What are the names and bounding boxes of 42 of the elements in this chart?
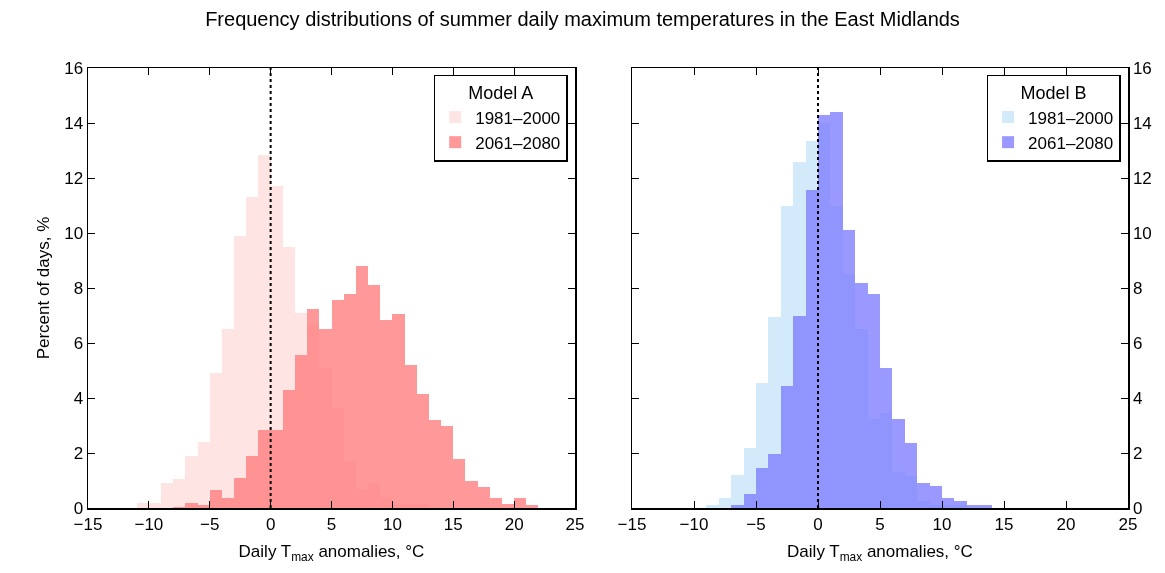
y-tick-label: 4 [73,388,84,408]
y-tick-label: 2 [1132,443,1143,463]
x-tick-label: 20 [1056,514,1076,534]
x-tick-label: 5 [875,514,885,534]
x-tick-label: 25 [565,514,585,534]
y-tick-label: 16 [64,58,84,78]
legend-label: 1981–2000 [475,108,561,128]
legend-title: Model B [1020,83,1087,104]
x-axis-title: Daily T$_{max}$ anomalies, °C [238,542,425,564]
x-tick-label: −5 [200,514,220,534]
x-tick-label: 5 [326,514,337,534]
legend-title: Model A [468,83,534,104]
y-tick-label: 2 [73,443,84,463]
x-tick-label: −10 [134,514,164,534]
y-tick-label: 6 [1132,333,1143,353]
x-axis-title: Daily T$_{max}$ anomalies, °C [787,542,973,564]
x-tick-label: 15 [443,514,463,534]
legend-label: 2061–2080 [1028,133,1114,153]
y-axis-title: Percent of days, % [33,216,53,360]
y-tick-label: 12 [64,168,84,188]
x-tick-label: 0 [265,514,276,534]
x-tick-label: −10 [679,514,709,534]
y-tick-label: 4 [1132,388,1143,408]
x-tick-label: 10 [932,514,952,534]
x-tick-label: −5 [746,514,766,534]
x-tick-label: 20 [504,514,524,534]
y-tick-label: 10 [64,223,84,243]
y-tick-label: 8 [1132,278,1143,298]
legend-label: 2061–2080 [475,133,561,153]
y-tick-label: 14 [64,113,84,133]
y-tick-label: 8 [73,278,84,298]
legend-label: 1981–2000 [1028,108,1114,128]
chart-title: Frequency distributions of summer daily maximum temperatures in the East Midlands [204,8,961,31]
x-tick-label: 10 [382,514,402,534]
x-tick-label: −15 [617,514,647,534]
y-tick-label: 12 [1132,168,1152,188]
y-tick-label: 6 [73,333,84,353]
y-tick-label: 14 [1132,113,1152,133]
x-tick-label: 15 [994,514,1014,534]
y-tick-label: 10 [1132,223,1152,243]
x-tick-label: 0 [813,514,823,534]
y-tick-label: 16 [1132,58,1152,78]
